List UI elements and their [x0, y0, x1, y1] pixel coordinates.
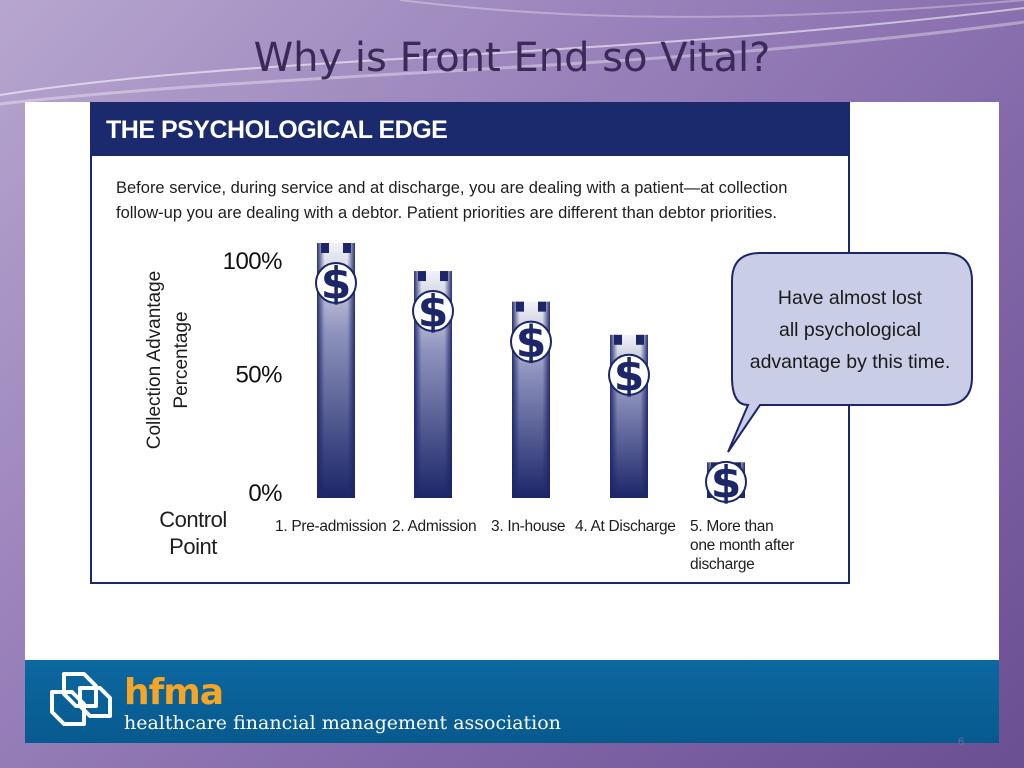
dollar-sign-icon: $	[608, 350, 650, 401]
y-tick-label: 100%	[223, 248, 283, 275]
x-tick-label: one month after	[690, 537, 794, 554]
bar: $	[412, 271, 454, 498]
callout-line: advantage by this time.	[749, 351, 951, 373]
dollar-sign-icon: $	[412, 286, 454, 337]
svg-text:$: $	[321, 258, 352, 309]
svg-text:$: $	[614, 350, 645, 401]
x-tick-label: 5. More than	[690, 518, 773, 535]
panel-title: THE PSYCHOLOGICAL EDGE	[106, 116, 448, 144]
x-axis-label: Point	[169, 534, 217, 559]
y-axis-label: Percentage	[171, 311, 192, 408]
callout-line: Have almost lost	[777, 287, 923, 309]
page-number: 6	[958, 736, 965, 748]
dollar-sign-icon: $	[315, 258, 357, 309]
callout-text: Have almost lost all psychological advan…	[734, 282, 966, 378]
decorative-wave	[0, 0, 1024, 106]
slide-title: Why is Front End so Vital?	[253, 35, 771, 81]
dollar-sign-icon: $	[705, 457, 747, 508]
x-tick-label: 3. In-house	[491, 518, 565, 535]
dollar-sign-icon: $	[510, 317, 552, 368]
svg-text:$: $	[418, 286, 449, 337]
x-axis-label: Control	[159, 507, 226, 532]
hfma-tagline: healthcare financial management associat…	[124, 712, 561, 734]
bar: $	[315, 243, 357, 498]
panel-description: Before service, during service and at di…	[116, 179, 788, 222]
bar: $	[510, 301, 552, 498]
bar: $	[705, 457, 747, 508]
x-tick-label: 4. At Discharge	[575, 518, 676, 535]
x-tick-label: discharge	[690, 556, 755, 573]
svg-text:$: $	[711, 457, 742, 508]
y-tick-label: 50%	[235, 362, 282, 389]
hfma-logo-word: hfma	[124, 672, 224, 713]
x-tick-label: 1. Pre-admission	[275, 518, 387, 535]
y-tick-label: 0%	[248, 480, 282, 507]
callout-bubble	[727, 252, 973, 453]
svg-text:$: $	[516, 317, 547, 368]
bar: $	[608, 334, 650, 498]
y-axis-label: Collection Advantage	[144, 271, 165, 450]
callout-line: all psychological	[779, 319, 921, 341]
panel-header: THE PSYCHOLOGICAL EDGE	[92, 104, 848, 156]
footer-banner	[25, 660, 999, 743]
hfma-logo-icon	[50, 672, 112, 726]
x-tick-label: 2. Admission	[392, 518, 476, 535]
